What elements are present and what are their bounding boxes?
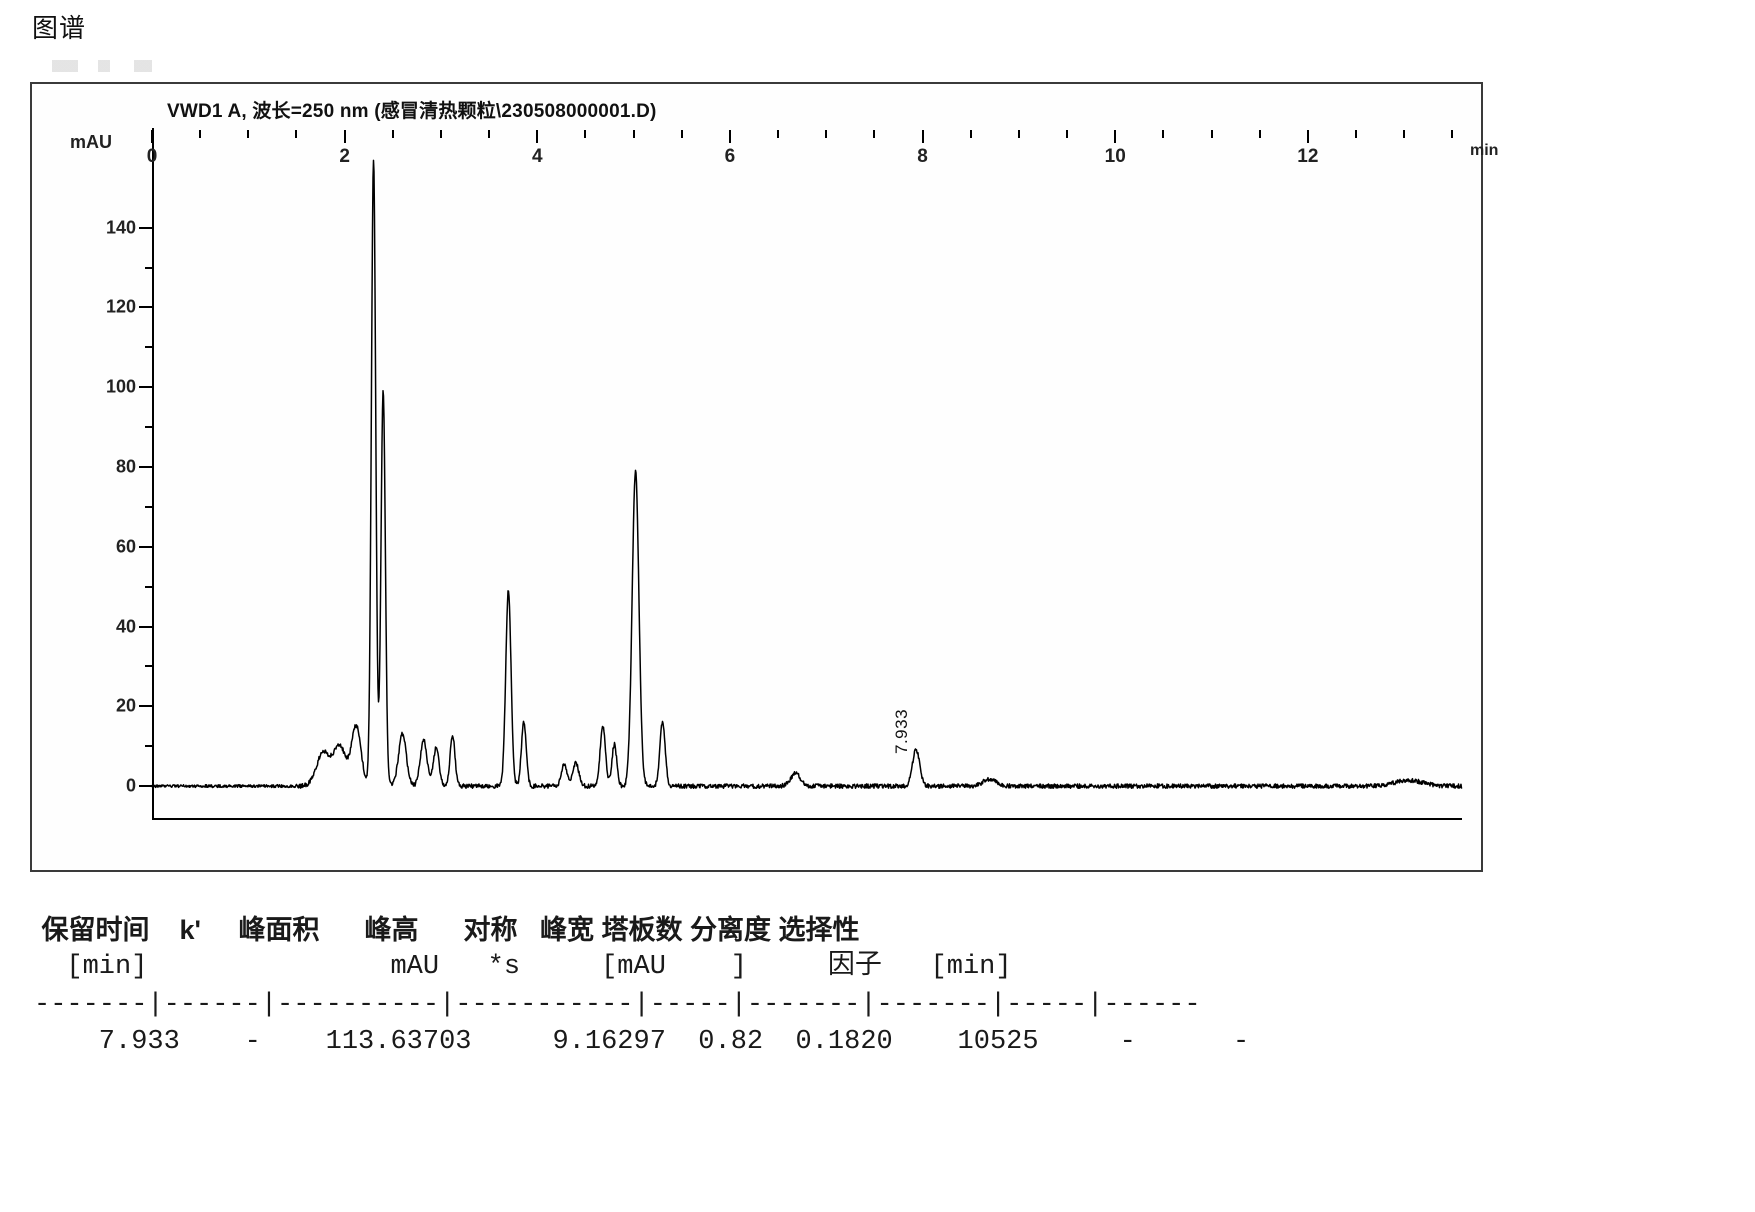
x-tick-minor <box>199 130 202 138</box>
x-tick-major <box>1114 130 1117 143</box>
y-tick-minor <box>145 745 152 748</box>
y-tick-label: 120 <box>105 296 136 317</box>
x-tick-minor <box>1066 130 1069 138</box>
y-tick-minor <box>145 426 152 429</box>
x-tick-minor <box>247 130 250 138</box>
x-tick-label: 8 <box>917 146 928 167</box>
x-tick-label: 6 <box>724 146 736 167</box>
y-tick-major <box>139 705 152 708</box>
y-axis-line <box>152 128 154 818</box>
x-tick-label: 10 <box>1104 146 1126 167</box>
table-header-row-1: 保留时间 k' 峰面积 峰高 对称 峰宽 塔板数 分离度 选择性 <box>34 915 860 945</box>
y-tick-label: 60 <box>115 536 136 557</box>
x-axis-line <box>152 818 1462 820</box>
x-tick-major <box>1306 130 1309 143</box>
table-row: 7.933 - 113.63703 9.16297 0.82 0.1820 10… <box>34 1026 1250 1057</box>
y-tick-major <box>139 306 152 309</box>
x-tick-minor <box>680 130 683 138</box>
table-separator: -------|------|----------|-----------|--… <box>34 989 1201 1020</box>
x-tick-major <box>151 130 153 143</box>
table-header-row-2: [min] mAU *s [mAU ] 因子 [min] <box>34 952 1012 983</box>
x-tick-label: 4 <box>531 146 543 167</box>
y-tick-major <box>139 386 152 389</box>
y-tick-label: 40 <box>115 616 136 637</box>
y-tick-major <box>139 625 152 628</box>
x-tick-minor <box>1451 130 1454 138</box>
x-tick-major <box>343 130 346 143</box>
y-tick-minor <box>145 585 152 588</box>
chromatogram-trace <box>151 159 1463 790</box>
peak-report-table: 保留时间 k' 峰面积 峰高 对称 峰宽 塔板数 分离度 选择性 [min] m… <box>34 912 1734 1061</box>
chromatogram-frame: VWD1 A, 波长=250 nm (感冒清热颗粒\230508000001.D… <box>30 82 1498 872</box>
x-tick-major <box>728 130 731 143</box>
y-tick-label: 80 <box>115 456 136 477</box>
y-tick-major <box>139 466 152 469</box>
y-tick-label: 100 <box>105 376 136 397</box>
y-tick-label: 0 <box>125 775 136 796</box>
y-tick-minor <box>145 665 152 668</box>
x-tick-minor <box>1017 130 1020 138</box>
x-tick-label: 2 <box>339 146 350 167</box>
x-tick-minor <box>584 130 587 138</box>
chart-header-label: VWD1 A, 波长=250 nm (感冒清热颗粒\230508000001.D… <box>167 101 657 122</box>
y-tick-minor <box>145 505 152 508</box>
y-tick-minor <box>145 266 152 269</box>
y-tick-major <box>139 226 152 229</box>
x-tick-minor <box>873 130 876 138</box>
x-tick-major <box>921 130 924 143</box>
y-tick-major <box>139 545 152 548</box>
x-tick-major <box>536 130 539 143</box>
x-tick-label: 12 <box>1297 146 1319 167</box>
chromatogram-plot: 20 40 60 80 100 120 140 0 0 2 4 6 8 10 12 7.933 min <box>106 128 1498 820</box>
x-tick-minor <box>1162 130 1165 138</box>
x-tick-minor <box>1258 130 1261 138</box>
y-axis-unit-label: mAU <box>70 132 113 152</box>
page-title: 图谱 <box>32 14 87 43</box>
x-tick-minor <box>1210 130 1213 138</box>
x-tick-minor <box>632 130 635 138</box>
x-tick-minor <box>1403 130 1406 138</box>
y-tick-label: 20 <box>115 695 136 716</box>
x-tick-label: 0 <box>146 146 158 167</box>
y-tick-minor <box>145 346 152 349</box>
x-tick-minor <box>391 130 394 138</box>
x-tick-minor <box>777 130 780 138</box>
x-tick-minor <box>295 130 298 138</box>
y-tick-major <box>139 785 152 788</box>
ghost-artifact <box>52 60 242 72</box>
x-axis-unit-label: min <box>1470 142 1499 159</box>
x-tick-minor <box>1355 130 1358 138</box>
x-tick-minor <box>825 130 828 138</box>
y-tick-label: 140 <box>105 217 136 238</box>
x-tick-minor <box>969 130 972 138</box>
peak-label-7933: 7.933 <box>892 708 912 754</box>
x-tick-minor <box>439 130 442 138</box>
x-tick-minor <box>488 130 491 138</box>
